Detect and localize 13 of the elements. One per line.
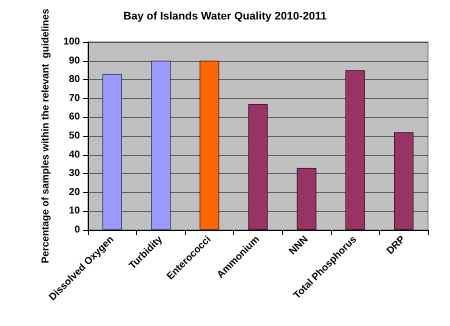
- y-tick-label: 80: [68, 74, 80, 86]
- y-tick-label: 50: [68, 130, 80, 142]
- y-axis-title: Percentage of samples within the relevant guidelines: [40, 8, 52, 264]
- y-tick-label: 30: [68, 168, 80, 180]
- y-tick-label: 10: [68, 206, 80, 217]
- y-tick-label: 100: [63, 36, 80, 48]
- y-tick-label: 40: [68, 149, 80, 160]
- y-tick-label: 90: [68, 55, 80, 66]
- chart-title: Bay of Islands Water Quality 2010-2011: [123, 10, 327, 22]
- y-tick-label: 70: [68, 92, 80, 104]
- y-tick-label: 60: [68, 112, 80, 123]
- y-tick-label: 20: [68, 186, 80, 198]
- y-tick-label: 0: [74, 224, 80, 236]
